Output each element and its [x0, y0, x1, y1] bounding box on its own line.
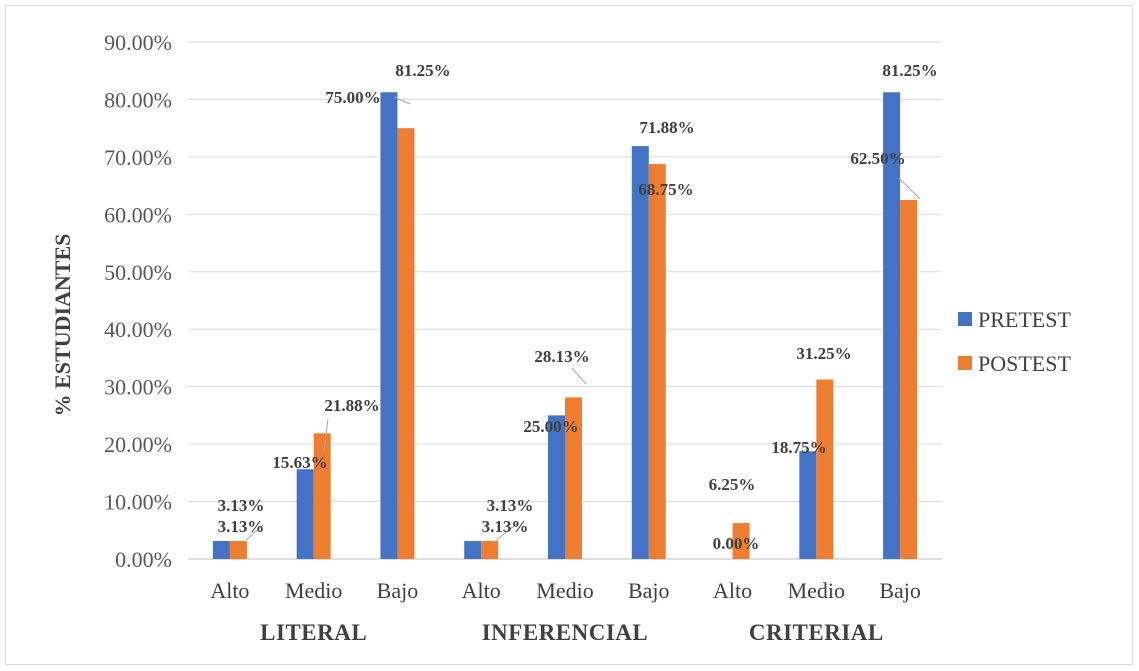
data-label-postest: 28.13% — [534, 347, 589, 366]
x-axis-groups: LITERAL INFERENCIAL CRITERIAL — [260, 620, 884, 645]
leader-line — [245, 524, 264, 541]
bar-postest — [816, 379, 834, 559]
x-group-label: LITERAL — [260, 620, 367, 645]
bars — [212, 92, 918, 559]
data-label-postest: 3.13% — [218, 517, 265, 536]
legend-swatch-postest — [958, 356, 972, 370]
x-category-label: Alto — [713, 578, 752, 603]
x-category-label: Alto — [210, 578, 249, 603]
leader-line — [323, 418, 329, 452]
legend-swatch-pretest — [958, 312, 972, 326]
bar-pretest — [548, 415, 565, 559]
bar-postest — [732, 523, 750, 559]
data-label-pretest: 81.25% — [395, 61, 450, 80]
data-label-pretest: 3.13% — [218, 496, 265, 515]
x-category-label: Medio — [536, 578, 593, 603]
x-category-label: Alto — [462, 578, 501, 603]
bar-pretest — [212, 541, 230, 559]
y-tick-label: 60.00% — [104, 202, 172, 227]
data-label-postest: 75.00% — [325, 88, 380, 107]
y-tick-label: 40.00% — [104, 317, 172, 342]
bar-postest — [565, 397, 582, 559]
y-tick-label: 70.00% — [104, 145, 172, 170]
y-tick-label: 80.00% — [104, 87, 172, 112]
legend-label-pretest: PRETEST — [978, 307, 1071, 332]
bar-postest — [313, 433, 331, 559]
leader-line — [898, 177, 921, 200]
y-tick-label: 90.00% — [104, 30, 172, 55]
x-category-label: Bajo — [377, 578, 419, 603]
bar-postest — [900, 199, 918, 559]
x-group-label: INFERENCIAL — [482, 620, 649, 645]
data-label-postest: 21.88% — [324, 396, 379, 415]
bar-pretest — [799, 451, 817, 559]
data-label-postest: 68.75% — [638, 180, 693, 199]
data-label-pretest: 0.00% — [713, 534, 760, 553]
x-group-label: CRITERIAL — [749, 620, 884, 645]
data-label-pretest: 25.00% — [523, 417, 578, 436]
bar-pretest — [631, 146, 649, 559]
x-category-label: Medio — [788, 578, 845, 603]
bar-pretest — [380, 92, 398, 559]
x-category-label: Bajo — [879, 578, 921, 603]
x-category-label: Bajo — [628, 578, 670, 603]
x-axis-categories: Alto Medio Bajo Alto Medio Bajo Alto Medio Bajo — [210, 578, 921, 603]
data-label-pretest: 81.25% — [882, 61, 937, 80]
data-label-pretest: 15.63% — [272, 453, 327, 472]
data-label-postest: 31.25% — [796, 344, 851, 363]
leader-line — [493, 521, 520, 543]
y-axis-title: % ESTUDIANTES — [50, 234, 75, 417]
bar-postest — [648, 164, 666, 559]
y-axis-ticks: 0.00% 10.00% 20.00% 30.00% 40.00% 50.00% 60.00… — [104, 30, 172, 572]
y-tick-label: 30.00% — [104, 375, 172, 400]
data-label-pretest: 3.13% — [482, 517, 529, 536]
data-label-pretest: 18.75% — [771, 438, 826, 457]
label-leader-lines — [245, 96, 921, 543]
data-label-postest: 6.25% — [709, 475, 756, 494]
data-label-postest: 62.50% — [850, 149, 905, 168]
legend: PRETEST POSTEST — [958, 307, 1071, 376]
data-label-pretest: 71.88% — [639, 118, 694, 137]
data-label-postest: 3.13% — [487, 496, 534, 515]
bar-postest — [481, 541, 499, 559]
leader-line — [571, 367, 587, 385]
bar-pretest — [296, 469, 314, 559]
leader-line — [393, 96, 411, 105]
y-tick-label: 20.00% — [104, 432, 172, 457]
legend-label-postest: POSTEST — [978, 351, 1071, 376]
y-tick-label: 0.00% — [115, 547, 172, 572]
x-category-label: Medio — [285, 578, 342, 603]
data-labels: 3.13% 3.13% 15.63% 21.88% 81.25% 75.00% 3.13% 3… — [218, 61, 938, 553]
bar-postest — [229, 541, 247, 559]
y-tick-label: 10.00% — [104, 490, 172, 515]
bar-pretest — [464, 541, 482, 559]
bar-postest — [397, 128, 415, 559]
y-tick-label: 50.00% — [104, 260, 172, 285]
bar-pretest — [883, 92, 901, 559]
